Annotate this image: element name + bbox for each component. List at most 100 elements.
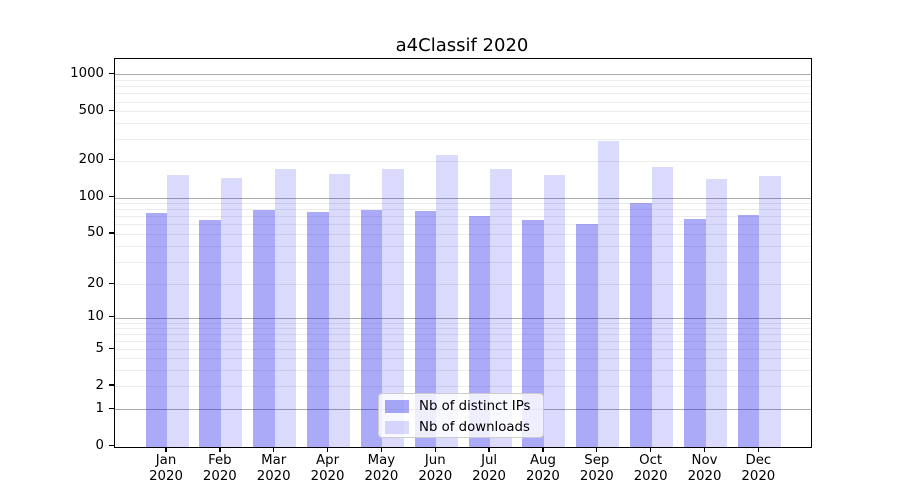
y-tick-mark [109,316,114,318]
month-label: Oct [639,453,663,468]
y-tick-mark [109,407,114,409]
y-tick-label: 500 [78,102,104,118]
y-gridline-minor [115,123,811,125]
bar-distinct-ips-oct [630,203,652,447]
x-tick-mark [165,447,167,452]
bar-downloads-jul [490,169,512,447]
y-gridline-minor [115,209,811,211]
year-label: 2020 [579,468,614,484]
x-tick-label-sep: Sep 2020 [565,453,629,484]
y-gridline-major [115,197,811,199]
year-label: 2020 [526,468,560,484]
bar-downloads-sep [597,140,620,447]
month-label: Aug [529,453,556,468]
bar-distinct-ips-jun [414,211,437,447]
legend-label-distinct-ips: Nb of distinct IPs [419,398,531,414]
x-tick-label-mar: Mar 2020 [242,453,306,484]
bar-distinct-ips-dec [737,214,760,447]
y-tick-mark [109,347,114,349]
bar-distinct-ips-nov [684,219,706,447]
y-tick-label: 0 [95,438,104,453]
y-tick-mark [109,72,114,74]
bar-downloads-may [382,168,404,447]
year-label: 2020 [149,468,183,484]
month-label: Dec [745,453,772,468]
y-gridline-minor [115,340,811,342]
y-gridline-minor [115,224,811,226]
x-tick-mark [542,447,544,452]
y-gridline-minor [115,349,811,351]
y-gridline-minor [115,322,811,324]
legend-item-distinct-ips: Nb of distinct IPs [385,396,537,416]
x-tick-mark [649,447,652,452]
y-tick-mark [109,158,114,161]
y-gridline-minor [115,93,811,95]
y-gridline-minor [115,261,811,263]
y-gridline-minor [115,386,811,387]
x-tick-label-nov: Nov 2020 [673,453,737,484]
x-tick-mark [434,447,436,452]
y-tick-label: 10 [87,309,104,325]
year-label: 2020 [310,468,345,484]
year-label: 2020 [256,468,291,484]
y-gridline-minor [115,246,811,248]
x-tick-label-apr: Apr 2020 [296,453,360,484]
bar-downloads-feb [220,178,243,447]
y-gridline-minor [115,160,811,162]
year-label: 2020 [202,468,237,484]
y-tick-label: 50 [87,225,104,241]
y-tick-label: 100 [78,189,104,205]
x-tick-mark [596,447,598,452]
y-tick-label: 1 [95,400,104,416]
year-label: 2020 [364,468,399,484]
month-label: Jul [481,453,498,468]
x-tick-label-feb: Feb 2020 [188,453,252,484]
bar-distinct-ips-feb [199,220,221,447]
y-gridline-minor [115,327,811,329]
x-tick-mark [488,447,490,452]
bar-downloads-aug [543,175,566,447]
legend-swatch-downloads [385,420,409,434]
month-label: Nov [691,453,718,468]
bar-distinct-ips-jul [468,216,491,447]
month-label: Jun [424,453,446,468]
bar-downloads-jun [436,155,458,447]
y-gridline-minor [115,101,811,103]
legend-label-downloads: Nb of downloads [419,419,530,435]
x-tick-mark [326,447,329,452]
x-tick-mark [703,447,706,452]
y-tick-label: 2 [95,377,104,393]
bar-downloads-oct [651,166,674,447]
year-label: 2020 [741,468,776,484]
month-label: Feb [208,453,232,468]
year-label: 2020 [418,468,453,484]
month-label: Mar [261,453,287,468]
bar-distinct-ips-aug [522,220,544,447]
month-label: May [367,453,396,468]
y-gridline-minor [115,233,811,235]
legend: Nb of distinct IPs Nb of downloads [378,393,544,438]
y-gridline-minor [115,333,811,335]
bar-distinct-ips-sep [576,224,598,447]
bar-downloads-apr [328,173,351,447]
y-tick-label: 200 [78,152,104,167]
x-tick-mark [757,447,760,452]
legend-item-downloads: Nb of downloads [385,417,537,437]
bar-distinct-ips-jan [145,212,167,447]
x-tick-label-oct: Oct 2020 [619,453,683,484]
x-tick-label-jun: Jun 2020 [403,453,467,484]
y-tick-mark [109,232,114,234]
y-gridline-minor [115,284,811,286]
y-tick-label: 20 [87,275,104,291]
month-label: Sep [584,453,610,468]
x-tick-mark [273,447,275,452]
y-gridline-minor [115,203,811,205]
year-label: 2020 [687,468,722,484]
plot-area [114,58,812,448]
y-gridline-minor [115,79,811,81]
bar-downloads-jan [167,175,189,447]
y-gridline-minor [115,358,811,360]
y-gridline-major [115,74,811,76]
bar-downloads-nov [705,179,727,447]
